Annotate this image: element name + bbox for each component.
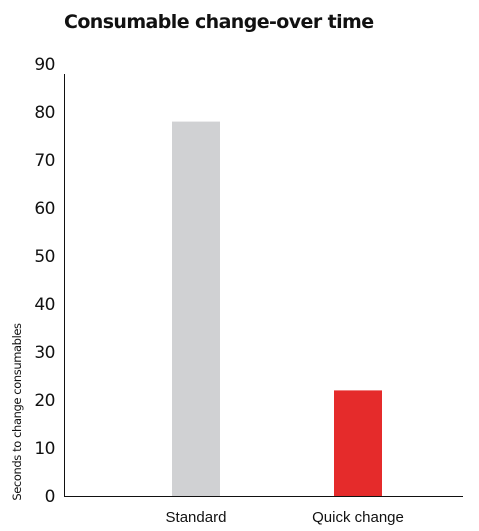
y-tick-label: 0	[45, 487, 55, 507]
y-tick-label: 90	[34, 55, 55, 75]
x-tick-label: Standard	[166, 509, 227, 526]
bars	[172, 121, 382, 496]
y-axis-ticks: 0 10 20 30 40 50 60 70 80 90	[34, 55, 55, 507]
y-tick-label: 10	[34, 439, 55, 459]
y-tick-label: 70	[34, 151, 55, 171]
bar-standard	[172, 121, 220, 496]
x-tick-label: Quick change	[312, 509, 404, 526]
bar-quick-change	[334, 390, 382, 496]
y-tick-label: 60	[34, 199, 55, 219]
chart-title: Consumable change-over time	[64, 11, 374, 33]
y-tick-label: 40	[34, 295, 55, 315]
y-tick-label: 30	[34, 343, 55, 363]
x-axis-ticks: Standard Quick change	[166, 509, 404, 526]
y-axis-label: Seconds to change consumables	[10, 323, 24, 501]
y-tick-label: 50	[34, 247, 55, 267]
y-tick-label: 80	[34, 103, 55, 123]
y-tick-label: 20	[34, 391, 55, 411]
